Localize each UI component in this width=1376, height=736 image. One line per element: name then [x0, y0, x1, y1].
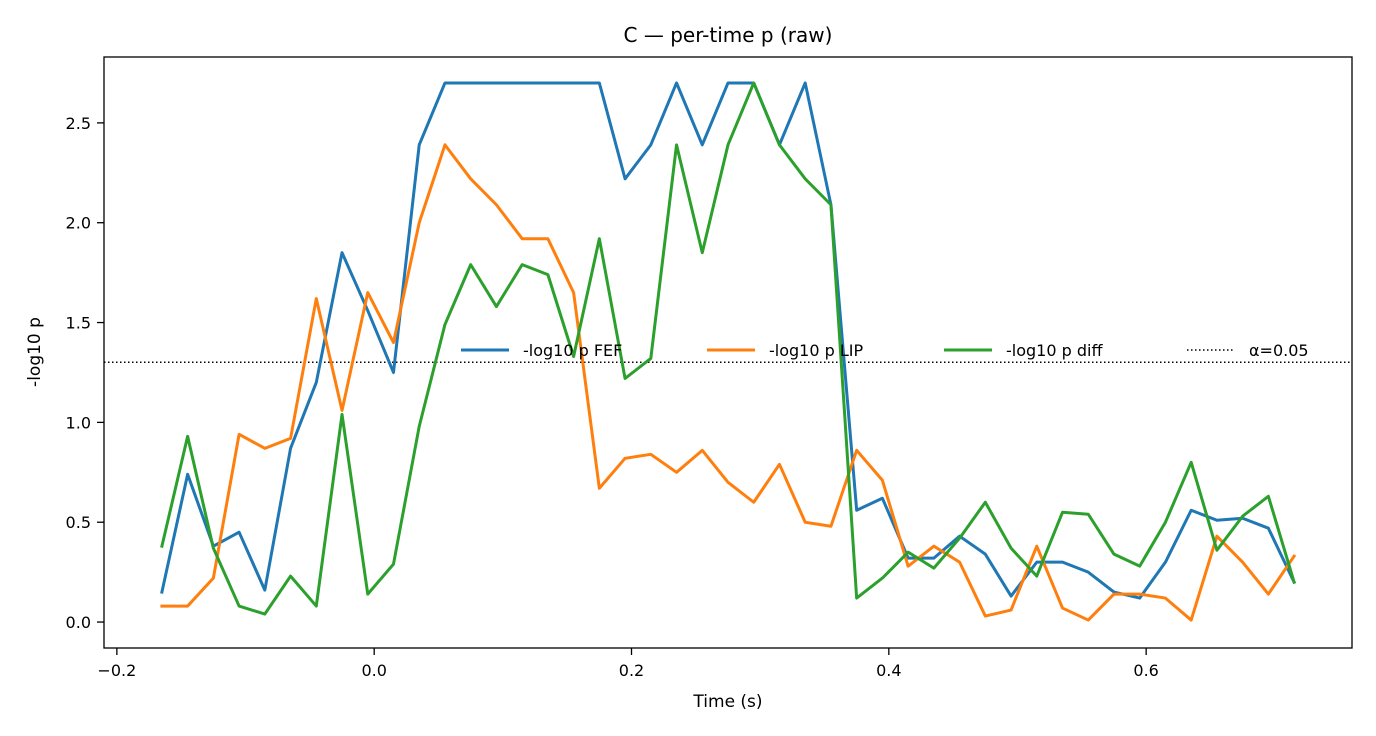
legend-item-0-05: α=0.05 — [1187, 341, 1309, 360]
legend-label: -log10 p LIP — [769, 341, 863, 360]
x-tick-label: −0.2 — [97, 661, 136, 680]
y-tick-label: 0.5 — [66, 513, 91, 532]
y-tick-label: 1.0 — [66, 413, 91, 432]
x-tick-label: 0.0 — [361, 661, 386, 680]
legend-item-log10-p-diff: -log10 p diff — [944, 341, 1103, 360]
x-tick-label: 0.6 — [1133, 661, 1158, 680]
plot-frame — [103, 56, 1353, 649]
y-axis-label: -log10 p — [25, 317, 45, 387]
legend-label: α=0.05 — [1249, 341, 1309, 360]
x-tick-label: 0.4 — [876, 661, 901, 680]
legend-item-log10-p-fef: -log10 p FEF — [461, 341, 622, 360]
legend-label: -log10 p FEF — [523, 341, 622, 360]
y-axis: 0.0 0.5 1.0 1.5 2.0 2.5 — [66, 114, 104, 632]
series-layer — [160, 81, 1297, 622]
x-axis-label: Time (s) — [692, 692, 762, 712]
legend-label: -log10 p diff — [1006, 341, 1103, 360]
y-tick-label: 0.0 — [66, 613, 91, 632]
x-axis: −0.2 0.0 0.2 0.4 0.6 — [97, 648, 1159, 680]
legend: -log10 p FEF -log10 p LIP -log10 p diff α=0… — [461, 341, 1309, 360]
legend-item-log10-p-lip: -log10 p LIP — [707, 341, 863, 360]
y-tick-label: 1.5 — [66, 314, 91, 333]
series-line-log10-p-lip — [160, 143, 1297, 622]
chart-title: C — per-time p (raw) — [624, 23, 833, 47]
series-line-log10-p-fef — [160, 81, 1297, 600]
x-tick-label: 0.2 — [619, 661, 644, 680]
y-tick-label: 2.5 — [66, 114, 91, 133]
y-tick-label: 2.0 — [66, 214, 91, 233]
series-line-log10-p-diff — [160, 81, 1296, 616]
plot-area — [104, 81, 1352, 622]
